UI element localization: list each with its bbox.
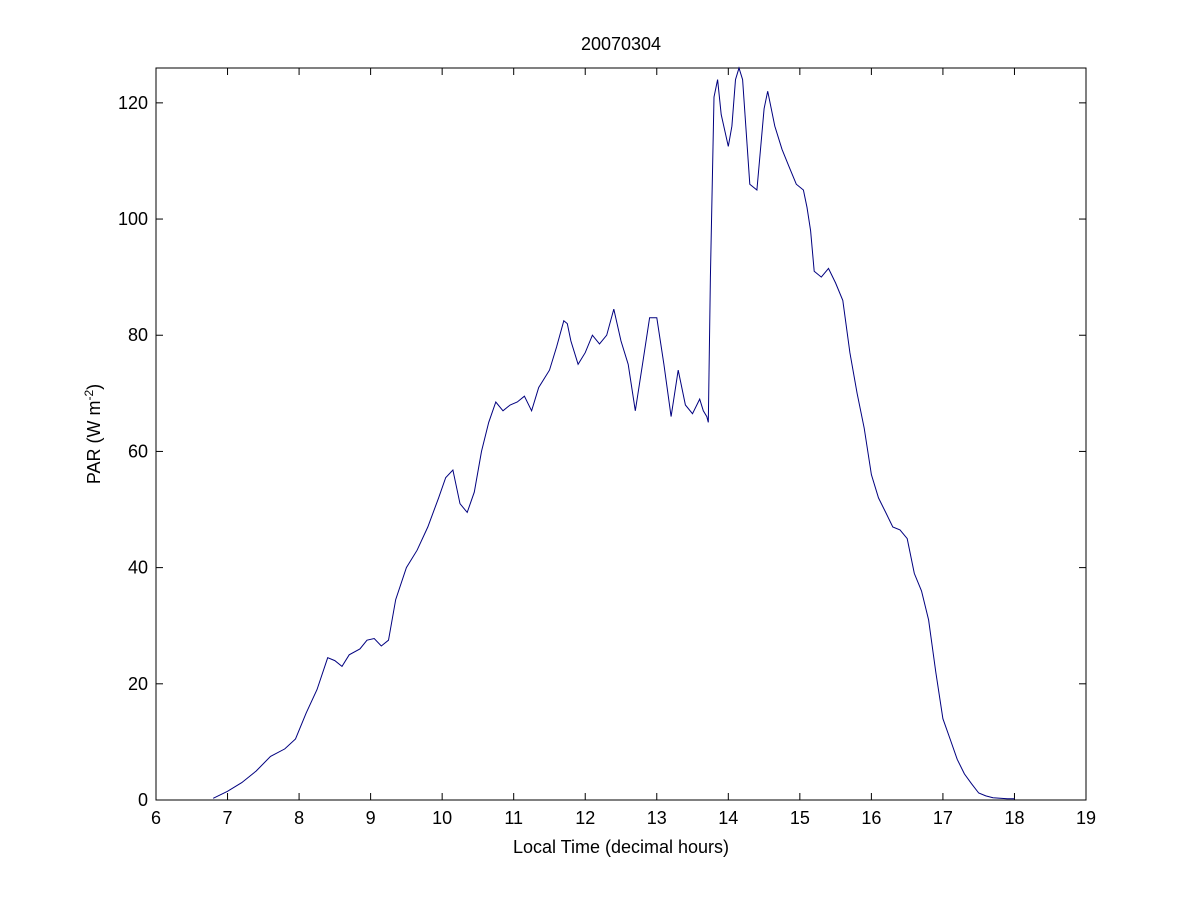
x-tick-label: 15 — [790, 808, 810, 828]
x-tick-label: 19 — [1076, 808, 1096, 828]
y-tick-label: 100 — [118, 209, 148, 229]
x-tick-label: 7 — [223, 808, 233, 828]
par-series-line — [212, 66, 1015, 800]
y-axis-ticks: 0 20 40 60 80 100 120 — [118, 93, 1086, 810]
x-tick-label: 18 — [1004, 808, 1024, 828]
x-axis-ticks: 6 7 8 9 10 11 12 13 14 15 16 17 18 19 — [151, 68, 1096, 828]
x-axis-title: Local Time (decimal hours) — [513, 837, 729, 857]
plot-area: 6 7 8 9 10 11 12 13 14 15 16 17 18 19 0 20 40 60 80 100 120 — [118, 66, 1096, 828]
y-tick-label: 40 — [128, 558, 148, 578]
x-tick-label: 13 — [647, 808, 667, 828]
x-tick-label: 12 — [575, 808, 595, 828]
x-tick-label: 8 — [294, 808, 304, 828]
x-tick-label: 14 — [718, 808, 738, 828]
chart-title: 20070304 — [581, 34, 661, 54]
y-axis-title-close: ) — [84, 384, 104, 390]
x-tick-label: 10 — [432, 808, 452, 828]
y-tick-label: 20 — [128, 674, 148, 694]
x-tick-label: 17 — [933, 808, 953, 828]
x-tick-label: 11 — [504, 808, 523, 828]
axes-box — [155, 67, 1087, 801]
x-tick-label: 6 — [151, 808, 161, 828]
y-axis-title-superscript: -2 — [82, 390, 96, 401]
y-axis-title-main: PAR (W m — [84, 401, 104, 485]
y-tick-label: 80 — [128, 325, 148, 345]
x-tick-label: 9 — [366, 808, 376, 828]
y-tick-label: 60 — [128, 441, 148, 461]
y-tick-label: 0 — [138, 790, 148, 810]
y-tick-label: 120 — [118, 93, 148, 113]
x-tick-label: 16 — [861, 808, 881, 828]
y-axis-title: PAR (W m-2) — [82, 384, 104, 484]
